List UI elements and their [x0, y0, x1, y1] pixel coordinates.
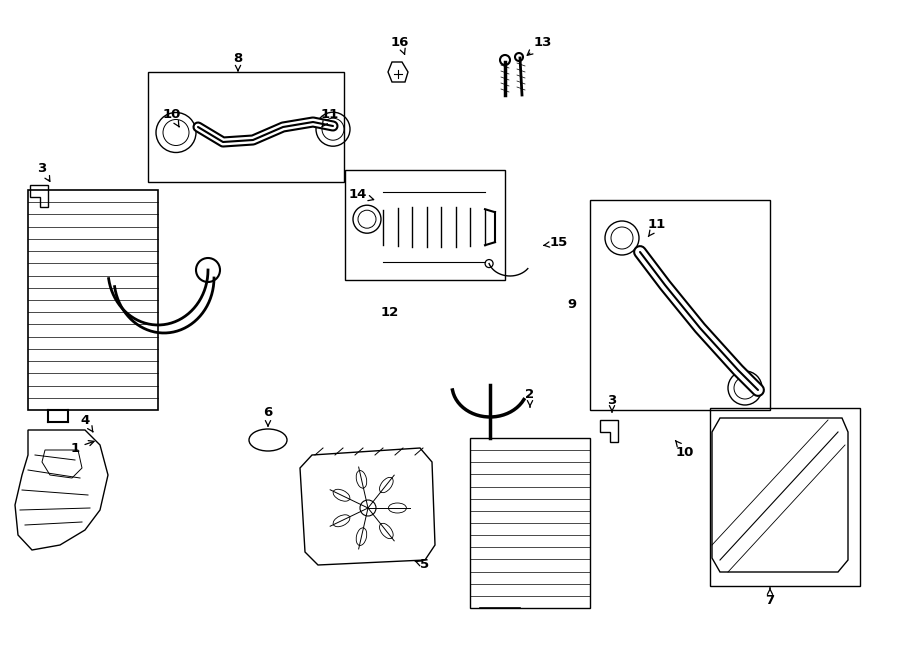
Bar — [28, 190, 158, 410]
Text: 4: 4 — [80, 414, 93, 432]
Text: 1: 1 — [70, 441, 94, 455]
Bar — [148, 72, 344, 182]
Text: 9: 9 — [567, 299, 577, 311]
Bar — [470, 438, 590, 608]
Bar — [345, 170, 505, 280]
Text: 3: 3 — [38, 161, 50, 181]
Text: 10: 10 — [163, 108, 181, 127]
Text: 6: 6 — [264, 407, 273, 426]
Text: 2: 2 — [526, 389, 535, 407]
Text: 13: 13 — [527, 36, 553, 56]
Text: 7: 7 — [765, 588, 775, 607]
Bar — [590, 200, 770, 410]
Text: 12: 12 — [381, 305, 399, 319]
Text: 15: 15 — [544, 237, 568, 249]
Text: 5: 5 — [415, 559, 429, 572]
Text: 10: 10 — [675, 440, 694, 459]
Text: 11: 11 — [321, 108, 339, 127]
Text: 16: 16 — [391, 36, 410, 54]
Text: 14: 14 — [349, 188, 373, 202]
Bar — [710, 408, 860, 586]
Text: 11: 11 — [648, 219, 666, 237]
Text: 8: 8 — [233, 52, 243, 71]
Text: 3: 3 — [608, 393, 616, 412]
